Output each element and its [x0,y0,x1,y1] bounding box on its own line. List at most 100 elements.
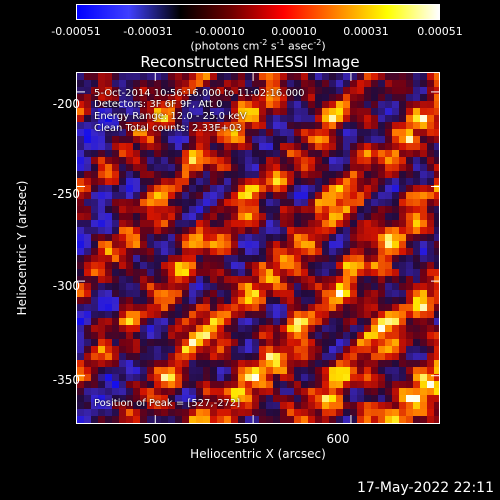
heatmap-cell [385,150,392,157]
heatmap-cell [182,150,189,157]
heatmap-cell [294,220,301,227]
heatmap-cell [273,192,280,199]
heatmap-cell [91,241,98,248]
heatmap-cell [315,402,322,409]
heatmap-cell [301,220,308,227]
heatmap-cell [287,346,294,353]
heatmap-cell [336,248,343,255]
heatmap-cell [322,353,329,360]
heatmap-cell [273,346,280,353]
heatmap-cell [189,220,196,227]
heatmap-cell [357,325,364,332]
heatmap-cell [161,206,168,213]
heatmap-cell [182,388,189,395]
heatmap-cell [301,409,308,416]
heatmap-cell [147,360,154,367]
heatmap-cell [427,241,434,248]
heatmap-cell [161,367,168,374]
heatmap-cell [147,220,154,227]
heatmap-cell [371,185,378,192]
heatmap-cell [266,185,273,192]
heatmap-cell [119,136,126,143]
heatmap-cell [217,248,224,255]
heatmap-cell [420,360,427,367]
heatmap-cell [210,185,217,192]
heatmap-cell [322,115,329,122]
heatmap-cell [231,283,238,290]
heatmap-cell [133,185,140,192]
heatmap-cell [112,346,119,353]
heatmap-cell [406,353,413,360]
heatmap-cell [280,241,287,248]
heatmap-cell [161,311,168,318]
heatmap-cell [196,297,203,304]
heatmap-cell [119,80,126,87]
heatmap-cell [301,164,308,171]
heatmap-cell [210,262,217,269]
heatmap-cell [308,171,315,178]
heatmap-cell [364,360,371,367]
heatmap-cell [364,213,371,220]
heatmap-cell [399,94,406,101]
heatmap-cell [294,129,301,136]
heatmap-cell [378,388,385,395]
heatmap-cell [147,150,154,157]
heatmap-cell [126,136,133,143]
heatmap-cell [126,290,133,297]
heatmap-cell [238,80,245,87]
heatmap-cell [252,101,259,108]
heatmap-cell [434,381,439,388]
heatmap-cell [427,269,434,276]
heatmap-cell [273,262,280,269]
heatmap-cell [280,304,287,311]
heatmap-cell [91,220,98,227]
heatmap-cell [378,353,385,360]
heatmap-cell [126,311,133,318]
heatmap-cell [343,332,350,339]
heatmap-cell [329,171,336,178]
heatmap-cell [147,199,154,206]
heatmap-cell [210,108,217,115]
heatmap-cell [406,241,413,248]
heatmap-cell [420,304,427,311]
heatmap-cell [231,255,238,262]
heatmap-cell [203,248,210,255]
heatmap-cell [378,143,385,150]
heatmap-cell [357,122,364,129]
heatmap-cell [343,269,350,276]
heatmap-cell [434,164,439,171]
heatmap-cell [322,290,329,297]
heatmap-cell [210,73,217,80]
heatmap-cell [231,185,238,192]
heatmap-cell [175,87,182,94]
heatmap-cell [378,192,385,199]
heatmap-cell [385,353,392,360]
heatmap-cell [245,115,252,122]
heatmap-cell [238,220,245,227]
heatmap-cell [371,73,378,80]
heatmap-cell [273,199,280,206]
heatmap-cell [91,192,98,199]
heatmap-cell [77,276,84,283]
heatmap-cell [434,213,439,220]
heatmap-cell [413,178,420,185]
heatmap-cell [273,360,280,367]
heatmap-cell [371,409,378,416]
heatmap-cell [308,388,315,395]
heatmap-cell [133,409,140,416]
heatmap-cell [343,290,350,297]
heatmap-cell [406,213,413,220]
heatmap-cell [322,374,329,381]
heatmap-cell [294,409,301,416]
heatmap-cell [357,220,364,227]
heatmap-cell [217,129,224,136]
heatmap-cell [343,94,350,101]
heatmap-cell [224,150,231,157]
heatmap-cell [329,94,336,101]
heatmap-cell [350,325,357,332]
heatmap-cell [399,213,406,220]
heatmap-cell [182,73,189,80]
heatmap-cell [154,304,161,311]
heatmap-cell [84,283,91,290]
heatmap-cell [217,164,224,171]
